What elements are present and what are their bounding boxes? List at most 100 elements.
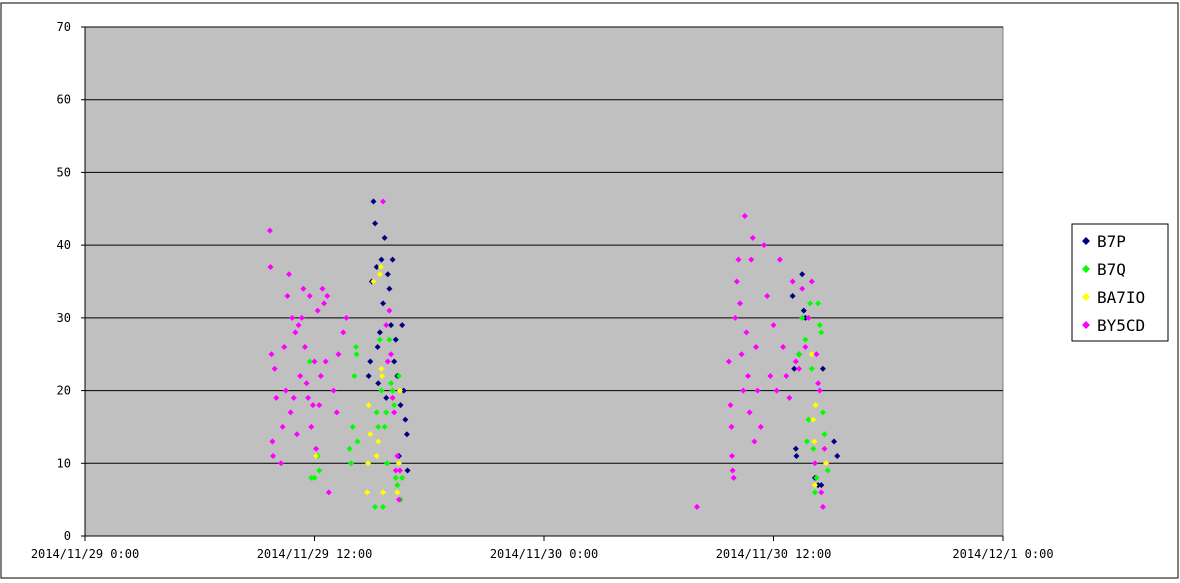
data-point xyxy=(333,409,340,416)
legend-label: B7Q xyxy=(1097,260,1126,279)
data-point xyxy=(400,387,407,394)
data-point xyxy=(373,263,380,270)
legend-marker xyxy=(1082,321,1090,329)
data-point xyxy=(740,387,747,394)
data-point xyxy=(284,293,291,300)
data-point xyxy=(389,394,396,401)
data-point xyxy=(745,373,751,380)
data-point xyxy=(340,329,347,336)
y-tick-label: 70 xyxy=(57,20,71,34)
data-point xyxy=(796,351,802,358)
data-point xyxy=(386,307,393,314)
data-point xyxy=(811,438,818,445)
data-point xyxy=(824,467,831,474)
data-point xyxy=(386,285,393,292)
series-ba7io xyxy=(313,263,830,496)
data-point xyxy=(395,373,402,380)
data-point xyxy=(802,336,809,343)
legend-marker xyxy=(1082,265,1090,273)
data-point xyxy=(751,438,758,445)
data-point xyxy=(370,278,377,285)
data-point xyxy=(727,402,734,409)
data-point xyxy=(746,409,753,416)
data-point xyxy=(811,460,818,467)
data-point xyxy=(812,402,819,409)
x-tick-label: 2014/11/30 0:00 xyxy=(490,547,598,561)
data-point xyxy=(381,423,388,430)
data-point xyxy=(348,460,355,467)
legend-box xyxy=(1071,223,1169,342)
data-point xyxy=(392,467,399,474)
data-point xyxy=(396,467,403,474)
data-point xyxy=(821,445,828,452)
data-point xyxy=(346,445,353,452)
data-point xyxy=(748,256,755,263)
y-tick-label: 60 xyxy=(57,93,71,107)
legend: B7P B7Q BA7IO BY5CD xyxy=(1071,223,1169,342)
data-point xyxy=(792,445,799,452)
data-point xyxy=(789,293,796,300)
data-point xyxy=(402,416,409,423)
data-point xyxy=(752,343,759,350)
data-points xyxy=(266,198,841,510)
data-point xyxy=(815,380,822,387)
data-point xyxy=(799,314,806,321)
data-point xyxy=(376,271,383,278)
data-point xyxy=(364,489,371,496)
data-point xyxy=(388,380,394,387)
legend-label: BA7IO xyxy=(1097,288,1145,307)
y-tick-label: 20 xyxy=(57,384,71,398)
data-point xyxy=(732,314,739,321)
data-point xyxy=(352,343,359,350)
data-point xyxy=(383,322,390,329)
data-point xyxy=(378,387,385,394)
data-point xyxy=(767,373,774,380)
data-point xyxy=(391,358,398,365)
data-point xyxy=(351,373,358,380)
data-point xyxy=(796,365,802,372)
data-point xyxy=(810,416,817,423)
data-point xyxy=(773,387,780,394)
data-point xyxy=(305,394,312,401)
data-point xyxy=(298,314,305,321)
data-point xyxy=(279,423,286,430)
data-point xyxy=(799,271,806,278)
data-point xyxy=(354,438,361,445)
data-point xyxy=(810,445,817,452)
data-point xyxy=(314,307,321,314)
data-point xyxy=(365,460,372,467)
data-point xyxy=(803,438,810,445)
data-point xyxy=(289,314,296,321)
legend-marker xyxy=(1082,293,1090,301)
data-point xyxy=(811,482,818,489)
data-point xyxy=(367,431,374,438)
data-point xyxy=(375,380,382,387)
data-point xyxy=(394,482,401,489)
data-point xyxy=(287,409,294,416)
data-point xyxy=(268,351,275,358)
data-point xyxy=(308,474,315,481)
data-point xyxy=(343,314,350,321)
y-tick-label: 40 xyxy=(57,238,71,252)
data-point xyxy=(324,293,331,300)
data-point xyxy=(818,329,825,336)
data-point xyxy=(776,256,783,263)
data-point xyxy=(799,285,806,292)
data-point xyxy=(395,460,402,467)
data-point xyxy=(322,358,329,365)
data-point xyxy=(764,293,771,300)
data-point xyxy=(694,503,700,510)
data-point xyxy=(349,423,356,430)
data-point xyxy=(378,365,385,372)
series-b7q xyxy=(306,300,831,510)
data-point xyxy=(728,423,735,430)
data-point xyxy=(295,322,302,329)
plot-area xyxy=(84,26,1004,537)
data-point xyxy=(303,380,310,387)
data-point xyxy=(792,358,799,365)
legend-label: B7P xyxy=(1097,232,1126,251)
data-point xyxy=(815,300,822,307)
data-point xyxy=(316,467,323,474)
data-point xyxy=(373,409,380,416)
